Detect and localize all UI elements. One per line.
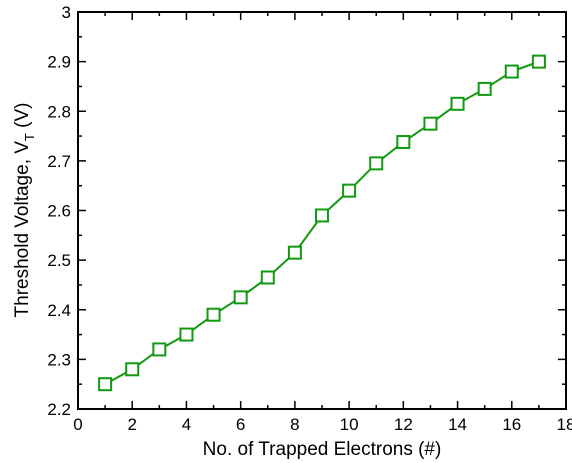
series-line	[104, 60, 540, 386]
x-tick-label: 18	[557, 415, 572, 434]
y-tick-label: 2.8	[47, 102, 71, 121]
x-tick-label: 14	[448, 415, 467, 434]
x-tick-label: 6	[236, 415, 245, 434]
x-tick-label: 0	[73, 415, 82, 434]
data-point	[477, 81, 492, 96]
data-point	[315, 208, 329, 223]
x-tick-label: 8	[290, 415, 299, 434]
x-tick-label: 10	[340, 415, 359, 434]
x-tick-label: 2	[127, 415, 136, 434]
data-point	[396, 135, 411, 150]
y-tick-labels: 2.2 2.3 2.4 2.5 2.6 2.7 2.8 2.9 3	[47, 3, 71, 419]
x-tick-label: 12	[394, 415, 413, 434]
data-point	[233, 290, 248, 305]
y-axis-title: Threshold Voltage, VT (V)	[12, 103, 37, 318]
x-axis-title: No. of Trapped Electrons (#)	[203, 439, 442, 460]
axis-ticks	[77, 11, 567, 410]
y-tick-label: 2.6	[47, 202, 71, 221]
x-tick-labels: 0 2 4 6 8 10 12 14 16 18	[73, 415, 572, 434]
y-tick-label: 2.2	[47, 400, 71, 419]
data-point	[504, 64, 519, 79]
y-tick-label: 2.3	[47, 350, 71, 369]
data-point	[179, 327, 194, 342]
data-point	[287, 245, 302, 260]
y-axis-title-main: Threshold Voltage, V	[12, 141, 33, 318]
series-group	[98, 54, 546, 392]
data-point	[450, 96, 465, 111]
y-axis-title-unit: (V)	[12, 103, 33, 134]
data-point	[125, 362, 140, 377]
y-tick-label: 2.5	[47, 251, 71, 270]
data-point	[206, 307, 221, 322]
data-point	[369, 156, 384, 171]
x-tick-label: 4	[182, 415, 191, 434]
data-point	[98, 377, 113, 392]
data-point	[342, 183, 357, 198]
x-tick-label: 16	[502, 415, 521, 434]
y-tick-label: 2.7	[47, 152, 71, 171]
y-tick-label: 2.4	[47, 301, 71, 320]
y-tick-label: 3	[62, 3, 71, 22]
data-point	[152, 342, 167, 357]
data-point	[531, 54, 546, 69]
y-axis-title-subscript: T	[22, 133, 37, 141]
data-point	[423, 116, 438, 131]
y-tick-label: 2.9	[47, 53, 71, 72]
data-point	[260, 270, 275, 285]
